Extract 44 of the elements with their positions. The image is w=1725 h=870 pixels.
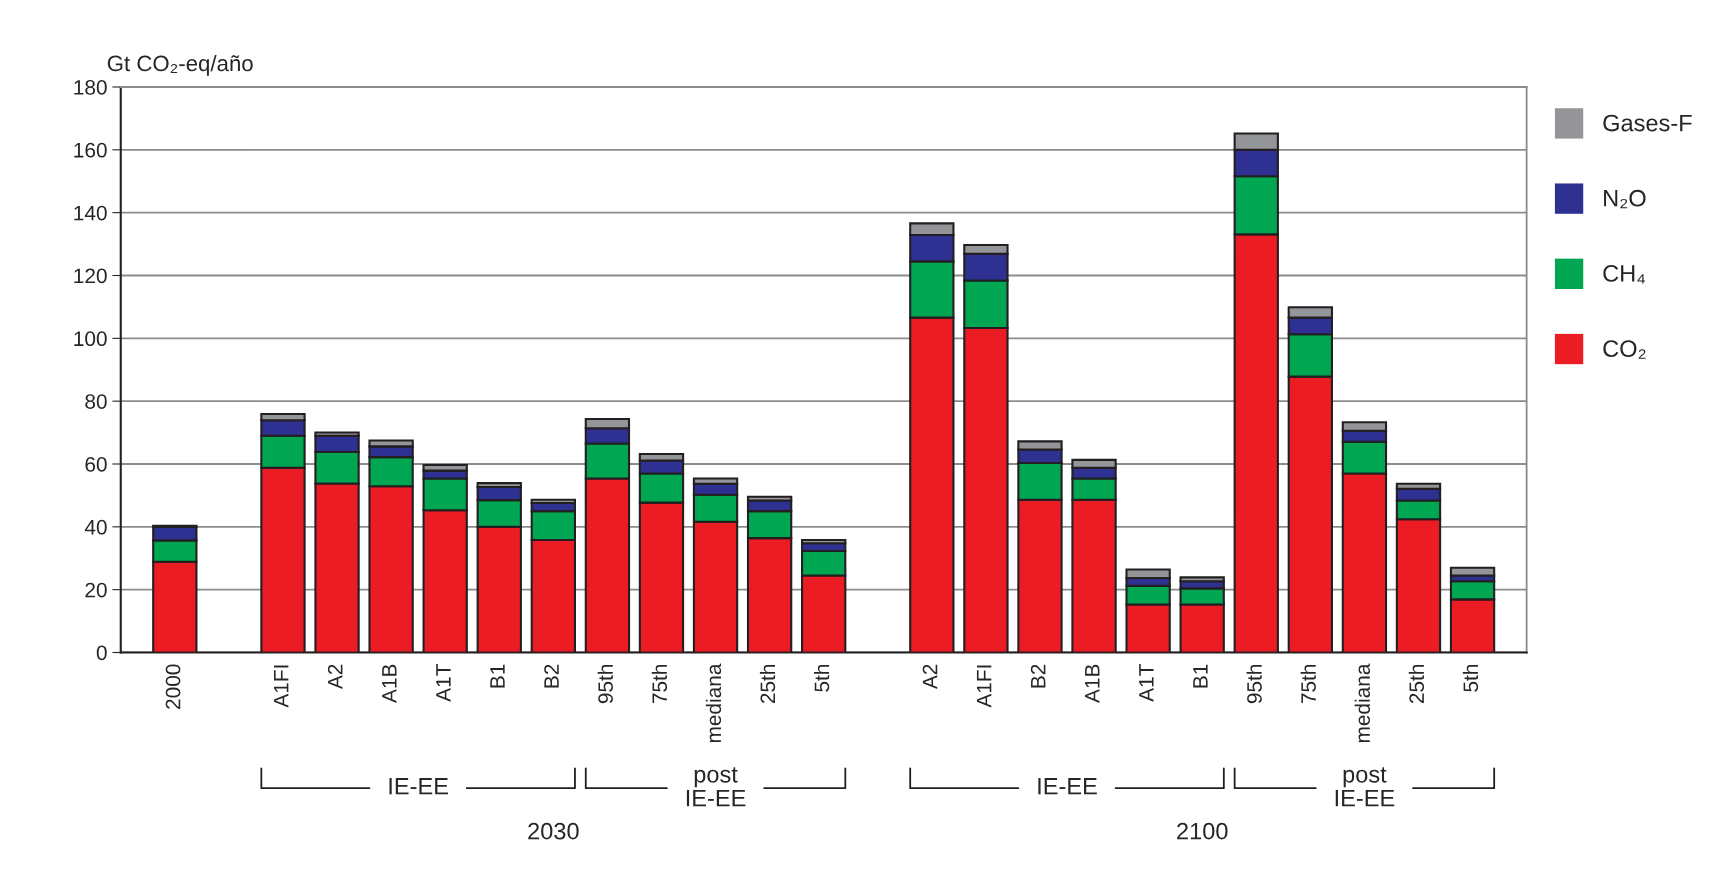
- y-tick-label: 160: [74, 142, 107, 158]
- x-tick-label: 5th: [1462, 664, 1479, 692]
- legend-label: CH₄: [1603, 265, 1645, 284]
- y-tick-label: 60: [85, 457, 107, 472]
- y-tick-label: 120: [74, 268, 107, 284]
- y-tick-label: 20: [85, 582, 107, 598]
- x-tick-label: 95th: [597, 664, 613, 704]
- x-tick-label: B2: [544, 664, 559, 688]
- text: 2100: [1177, 822, 1228, 840]
- y-tick-label: 180: [74, 80, 107, 95]
- x-tick-label: 2000: [165, 664, 181, 709]
- y-tick-label: 40: [84, 519, 107, 535]
- x-tick-label: 75th: [1300, 664, 1316, 704]
- text: 2030: [528, 822, 579, 840]
- y-tick-label: 100: [74, 331, 107, 347]
- text: IE-EE: [1038, 778, 1097, 795]
- text: post IE-EE: [1335, 767, 1395, 807]
- y-tick-label: 0: [96, 645, 107, 661]
- x-tick-label: A1T: [436, 664, 451, 702]
- legend-label: N₂O: [1604, 189, 1646, 209]
- x-tick-label: A2: [922, 664, 938, 690]
- x-tick-label: 25th: [1408, 664, 1425, 704]
- y-tick-label: 80: [85, 394, 107, 409]
- x-tick-label: A1B: [1085, 664, 1100, 703]
- x-tick-label: 75th: [651, 664, 668, 704]
- x-tick-label: A1FI: [274, 665, 289, 708]
- x-tick-label: 5th: [813, 664, 830, 692]
- x-tick-label: B2: [1030, 664, 1046, 688]
- x-tick-label: B1: [1193, 664, 1208, 688]
- x-tick-label: B1: [490, 664, 505, 688]
- x-tick-label: A1T: [1139, 664, 1154, 702]
- y-axis-title: Gt CO₂-eq/año: [107, 54, 253, 76]
- text: IE-EE: [389, 778, 448, 795]
- x-tick-label: A1B: [382, 664, 397, 703]
- text: post IE-EE: [686, 767, 746, 807]
- x-tick-label: A2: [327, 664, 343, 690]
- y-tick-label: 140: [74, 205, 107, 221]
- legend-label: Gases-F: [1603, 114, 1692, 132]
- x-tick-label: mediana: [1354, 663, 1370, 743]
- x-tick-label: A1FI: [976, 665, 992, 708]
- x-tick-label: mediana: [705, 663, 722, 743]
- x-tick-label: 95th: [1246, 664, 1262, 704]
- legend-label: CO₂: [1603, 340, 1646, 359]
- x-tick-label: 25th: [759, 664, 776, 704]
